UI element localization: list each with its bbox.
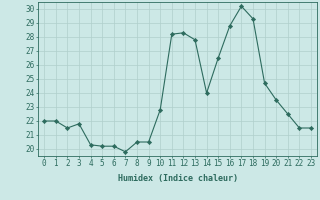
X-axis label: Humidex (Indice chaleur): Humidex (Indice chaleur) [118, 174, 238, 183]
